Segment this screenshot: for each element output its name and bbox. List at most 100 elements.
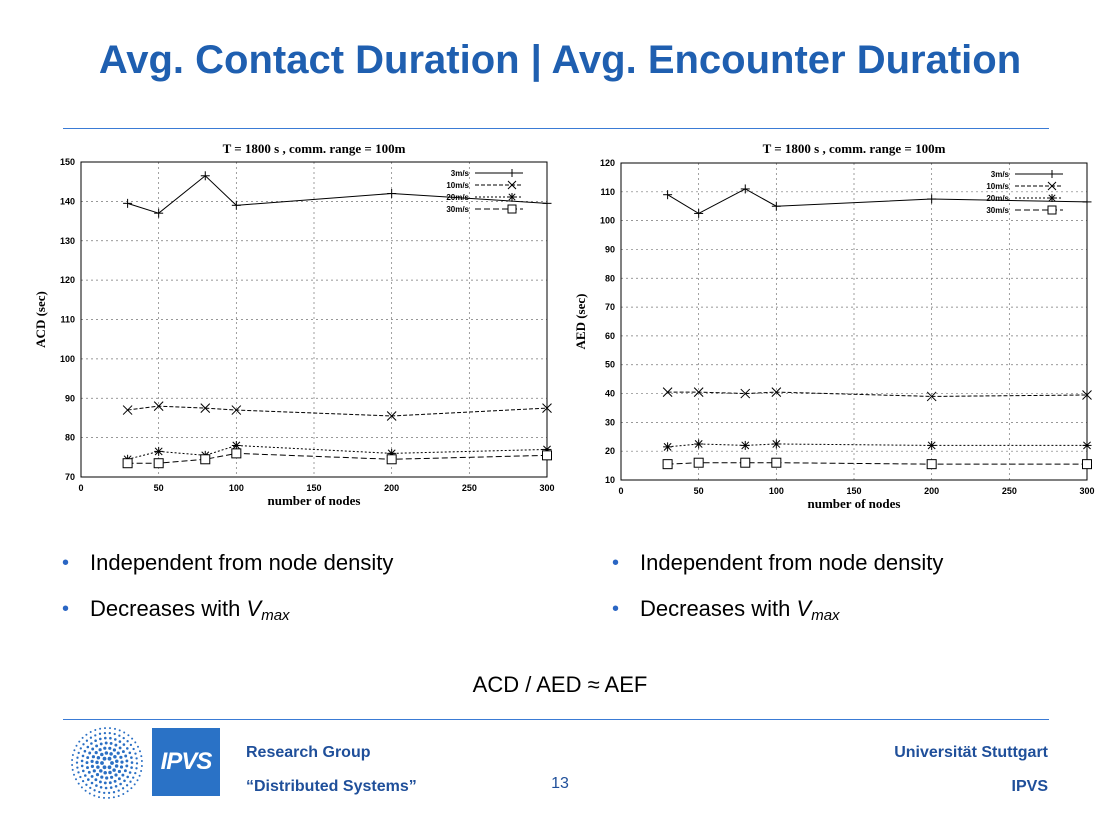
- logo-dot: [134, 741, 137, 744]
- logo-dot: [140, 765, 143, 767]
- data-point: [1048, 194, 1056, 202]
- data-point: [771, 387, 782, 397]
- marker-stroke: [663, 442, 672, 451]
- logo-dot: [126, 775, 129, 779]
- logo-dot: [114, 727, 116, 730]
- series-line: [127, 452, 548, 464]
- data-point: [771, 201, 781, 211]
- data-point: [231, 448, 242, 459]
- logo-dot: [90, 759, 94, 763]
- bullet-item: • Independent from node density: [62, 548, 393, 594]
- aed-chart: T = 1800 s , comm. range = 100m 0 50 100 150…: [573, 141, 1095, 511]
- logo-dot: [135, 767, 138, 770]
- logo-dot: [121, 773, 125, 777]
- y-tick-label: 120: [60, 275, 75, 285]
- logo-dot: [89, 731, 92, 733]
- logo-dot: [96, 765, 100, 769]
- y-tick-label: 60: [605, 331, 615, 341]
- logo-dot: [81, 754, 85, 758]
- logo-dot: [134, 771, 137, 775]
- y-tick-label: 100: [600, 216, 615, 226]
- data-point: [663, 442, 673, 452]
- data-point: [154, 208, 164, 218]
- x-tick-label: 0: [78, 483, 83, 493]
- logo-dot: [98, 748, 102, 752]
- logo-dot: [98, 780, 102, 784]
- logo-dot: [85, 761, 89, 765]
- logo-dot: [125, 764, 129, 768]
- marker-square: [740, 457, 751, 468]
- vmax-symbol: V: [796, 596, 812, 621]
- marker-stroke: [153, 401, 164, 411]
- slide-title: Avg. Contact Duration | Avg. Encounter D…: [98, 38, 1022, 82]
- marker-stroke: [693, 387, 704, 397]
- logo-dot: [112, 796, 115, 799]
- logo-dot: [116, 751, 120, 755]
- logo-dot: [107, 791, 111, 795]
- data-point: [1047, 205, 1057, 215]
- logo-dot: [137, 745, 139, 748]
- data-point: [662, 459, 673, 470]
- series-line: [667, 188, 1088, 215]
- marker-stroke: [1083, 441, 1091, 450]
- logo-dot: [114, 785, 118, 788]
- logo-dot: [76, 756, 79, 759]
- logo-dot: [109, 736, 112, 740]
- data-point: [693, 457, 704, 468]
- logo-dot: [126, 740, 129, 743]
- data-point: [693, 387, 704, 397]
- marker-square: [507, 204, 517, 214]
- logo-dot: [124, 754, 128, 758]
- y-tick-label: 110: [60, 315, 75, 325]
- logo-dot: [110, 775, 114, 779]
- logo-dot: [104, 786, 108, 790]
- y-tick-label: 90: [65, 393, 75, 403]
- logo-dot: [114, 764, 119, 768]
- logo-dot: [90, 764, 94, 768]
- legend-label: 20m/s: [986, 194, 1009, 203]
- logo-dot: [109, 752, 113, 756]
- logo-dot: [108, 796, 110, 799]
- marker-stroke: [386, 411, 397, 421]
- logo-dot: [117, 795, 120, 797]
- x-tick-label: 250: [462, 483, 477, 493]
- university-name: Universität Stuttgart: [894, 744, 1048, 761]
- logo-dot: [96, 756, 101, 760]
- logo-dot: [132, 747, 135, 751]
- logo-dot: [93, 794, 96, 797]
- logo-dot: [135, 762, 139, 765]
- x-tick-label: 100: [229, 483, 244, 493]
- logo-dot: [105, 776, 109, 780]
- logo-dot: [131, 737, 134, 740]
- x-axis-label: number of nodes: [808, 496, 901, 511]
- logo-dot: [85, 783, 88, 786]
- marker-stroke: [231, 405, 242, 415]
- logo-dot: [114, 738, 117, 741]
- logo-dot: [83, 749, 87, 753]
- bullet-dot: •: [62, 552, 70, 574]
- logo-dot: [140, 770, 143, 772]
- marker-square: [1082, 459, 1092, 470]
- logo-dot: [73, 773, 75, 776]
- x-tick-label: 150: [306, 483, 321, 493]
- page-number: 13: [551, 775, 569, 792]
- chart-title: T = 1800 s , comm. range = 100m: [763, 141, 946, 156]
- logo-dot: [80, 764, 84, 768]
- logo-dot: [84, 789, 87, 792]
- logo-dot: [75, 761, 79, 764]
- logo-dot: [95, 784, 98, 787]
- data-point: [1048, 170, 1056, 178]
- logo-dot: [94, 729, 97, 731]
- data-point: [386, 411, 397, 421]
- vmax-subscript: max: [811, 607, 840, 624]
- logo-dot: [109, 786, 113, 789]
- series-line: [667, 462, 1087, 465]
- y-axis-label: ACD (sec): [33, 291, 48, 348]
- logo-dot: [99, 727, 102, 730]
- marker-stroke: [508, 193, 516, 201]
- logo-dot: [113, 779, 117, 783]
- y-tick-label: 140: [60, 196, 75, 206]
- legend-label: 10m/s: [446, 181, 469, 190]
- formula: ACD / AED ≈ AEF: [472, 672, 648, 697]
- logo-dot: [103, 746, 107, 750]
